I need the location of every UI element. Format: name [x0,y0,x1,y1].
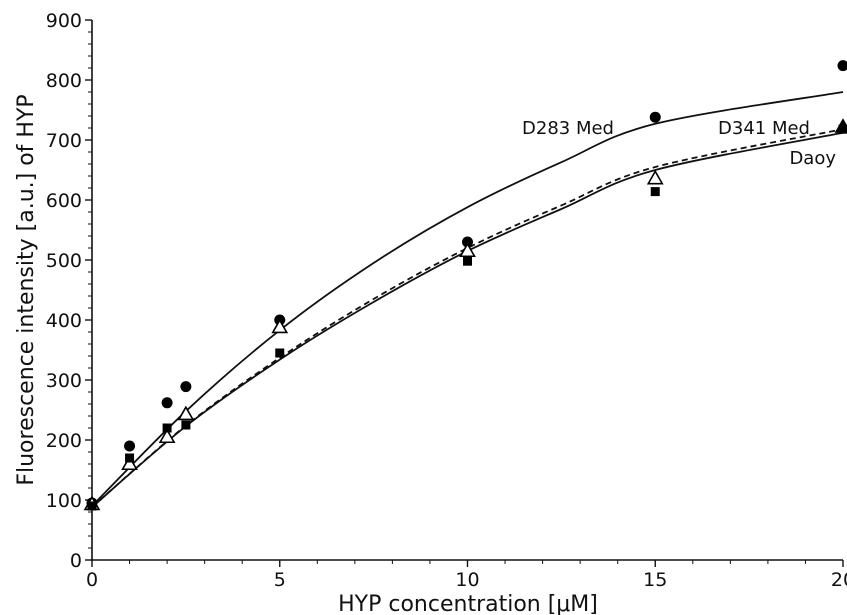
point-daoy [162,423,172,433]
y-tick-label: 0 [70,550,82,572]
label-d283-med: D283 Med [522,118,614,139]
point-d341-med [158,428,176,444]
y-tick-label: 800 [46,70,82,92]
point-d283-med [649,111,661,123]
point-d341-med [121,455,138,471]
point-d283-med [124,440,136,452]
y-tick-label: 600 [46,190,82,212]
point-d283-med [161,397,173,409]
y-tick-label: 400 [46,310,82,332]
point-d341-med [646,169,664,185]
fit-curve-d341-med [91,128,844,508]
point-d283-med [180,381,192,393]
x-axis-title: HYP concentration [μM] [338,592,598,615]
point-d283-med [462,236,473,248]
point-daoy [125,453,135,463]
annotations: D283 Med D341 Med Daoy [522,118,836,169]
fit-curves [91,91,844,508]
x-tick-label: 15 [643,569,667,591]
data-points [83,60,847,511]
label-daoy: Daoy [789,148,836,169]
point-d341-med [177,405,195,421]
fit-curve-daoy [91,131,844,508]
x-tick-label: 5 [274,569,286,591]
x-axis-ticks: 0 5 10 15 20 [86,560,847,591]
point-daoy [87,501,97,511]
fit-curve-d283-med [91,91,844,507]
x-tick-label: 0 [86,569,98,591]
plot-frame [91,20,843,561]
y-axis-title: Fluorescence intensity [a.u.] of HYP [14,94,39,485]
y-tick-label: 200 [46,430,82,452]
y-tick-label: 100 [46,490,82,512]
point-d283-med [837,60,847,72]
point-d341-med [271,318,289,334]
label-d341-med: D341 Med [718,118,810,139]
y-axis-ticks: 0 100 200 300 400 500 600 700 800 900 [46,10,92,572]
x-tick-label: 20 [831,569,847,591]
point-daoy [463,256,472,266]
y-tick-label: 300 [46,370,82,392]
y-tick-label: 900 [46,10,82,32]
y-tick-label: 700 [46,130,82,152]
point-d341-med [459,242,476,258]
point-daoy [650,187,660,197]
point-daoy [275,348,285,358]
point-daoy [181,420,191,430]
y-tick-label: 500 [46,250,82,272]
x-tick-label: 10 [455,569,479,591]
point-daoy [838,124,847,134]
